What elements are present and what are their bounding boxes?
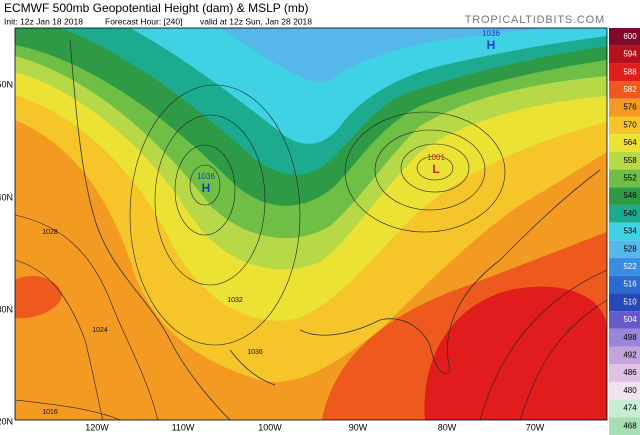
isobar-label: 1032 xyxy=(227,297,243,304)
colorbar-cell xyxy=(609,151,640,170)
latitude-label: 20N xyxy=(0,416,13,426)
colorbar-cell xyxy=(609,222,640,241)
latitude-label: 30N xyxy=(0,304,13,314)
longitude-label: 120W xyxy=(85,422,109,432)
longitude-label: 70W xyxy=(526,422,545,432)
colorbar-cell xyxy=(609,45,640,64)
pressure-symbol: H xyxy=(487,38,496,52)
title: ECMWF 500mb Geopotential Height (dam) & … xyxy=(4,1,309,15)
colorbar-cell xyxy=(609,417,640,435)
colorbar-label: 516 xyxy=(623,280,637,289)
colorbar-cell xyxy=(609,116,640,135)
colorbar-label: 564 xyxy=(623,138,637,147)
colorbar-label: 546 xyxy=(623,191,637,200)
colorbar-cell xyxy=(609,258,640,276)
colorbar-label: 582 xyxy=(623,85,637,94)
colorbar-label: 486 xyxy=(623,368,637,377)
site-name: TROPICALTIDBITS.COM xyxy=(465,14,605,26)
colorbar-label: 468 xyxy=(623,421,637,430)
colorbar: 600 594 588 582 576 570 564 558 552 546 540 534 528 5… xyxy=(609,28,640,435)
colorbar-label: 480 xyxy=(623,386,637,395)
colorbar-cell xyxy=(609,399,640,418)
colorbar-cell xyxy=(609,187,640,205)
colorbar-label: 492 xyxy=(623,350,637,359)
colorbar-label: 576 xyxy=(623,103,637,112)
longitude-label: 90W xyxy=(349,422,368,432)
colorbar-label: 552 xyxy=(623,174,637,183)
valid-time: valid at 12z Sun, Jan 28 2018 xyxy=(200,16,312,26)
colorbar-cell xyxy=(609,134,640,152)
colorbar-label: 594 xyxy=(623,50,637,59)
isobars xyxy=(15,84,607,420)
map xyxy=(15,28,607,420)
colorbar-cell xyxy=(609,169,640,188)
pressure-symbol: H xyxy=(202,181,211,195)
colorbar-cell xyxy=(609,275,640,294)
colorbar-cell xyxy=(609,311,640,329)
pressure-value: 1036 xyxy=(482,29,500,38)
longitude-label: 110W xyxy=(172,422,195,432)
colorbar-label: 498 xyxy=(623,333,637,342)
colorbar-label: 510 xyxy=(623,297,637,306)
colorbar-cell xyxy=(609,28,640,46)
map-frame xyxy=(14,27,608,421)
colorbar-label: 588 xyxy=(623,67,637,76)
colorbar-label: 522 xyxy=(623,262,637,271)
height-band xyxy=(15,275,62,319)
isobar-label: 1024 xyxy=(92,327,108,334)
isobar-label: 1036 xyxy=(247,349,263,356)
height-band xyxy=(424,286,607,420)
colorbar-cell xyxy=(609,63,640,82)
pressure-symbol: L xyxy=(432,162,439,176)
pressure-value: 1001 xyxy=(427,153,445,162)
colorbar-label: 504 xyxy=(623,315,637,324)
colorbar-cell xyxy=(609,381,640,400)
colorbar-cell xyxy=(609,293,640,312)
colorbar-cell xyxy=(609,346,640,365)
colorbar-label: 474 xyxy=(623,404,637,413)
pressure-value: 1036 xyxy=(197,172,215,181)
colorbar-label: 534 xyxy=(623,227,637,236)
height-band xyxy=(130,28,607,144)
colorbar-label: 558 xyxy=(623,156,637,165)
latitude-label: 50N xyxy=(0,79,13,89)
colorbar-cell xyxy=(609,364,640,382)
colorbar-cell xyxy=(609,328,640,347)
colorbar-label: 600 xyxy=(623,32,637,41)
colorbar-label: 528 xyxy=(623,244,637,253)
longitude-label: 80W xyxy=(438,422,457,432)
colorbar-cell xyxy=(609,240,640,259)
colorbar-cell xyxy=(609,98,640,117)
height-band xyxy=(220,28,550,82)
colorbar-label: 540 xyxy=(623,209,637,218)
colorbar-cell xyxy=(609,204,640,223)
isobar-label: 1016 xyxy=(42,409,58,416)
forecast-hour: Forecast Hour: [240] xyxy=(105,16,182,26)
colorbar-label: 570 xyxy=(623,120,637,129)
colorbar-cell xyxy=(609,81,640,99)
isobar-label: 1028 xyxy=(42,229,58,236)
map-labels: 50N40N30N20N120W110W100W90W80W70W1036H10… xyxy=(0,29,545,432)
coastline xyxy=(69,39,601,420)
longitude-label: 100W xyxy=(258,422,282,432)
init-time: Init: 12z Jan 18 2018 xyxy=(4,16,83,26)
latitude-label: 40N xyxy=(0,192,13,202)
